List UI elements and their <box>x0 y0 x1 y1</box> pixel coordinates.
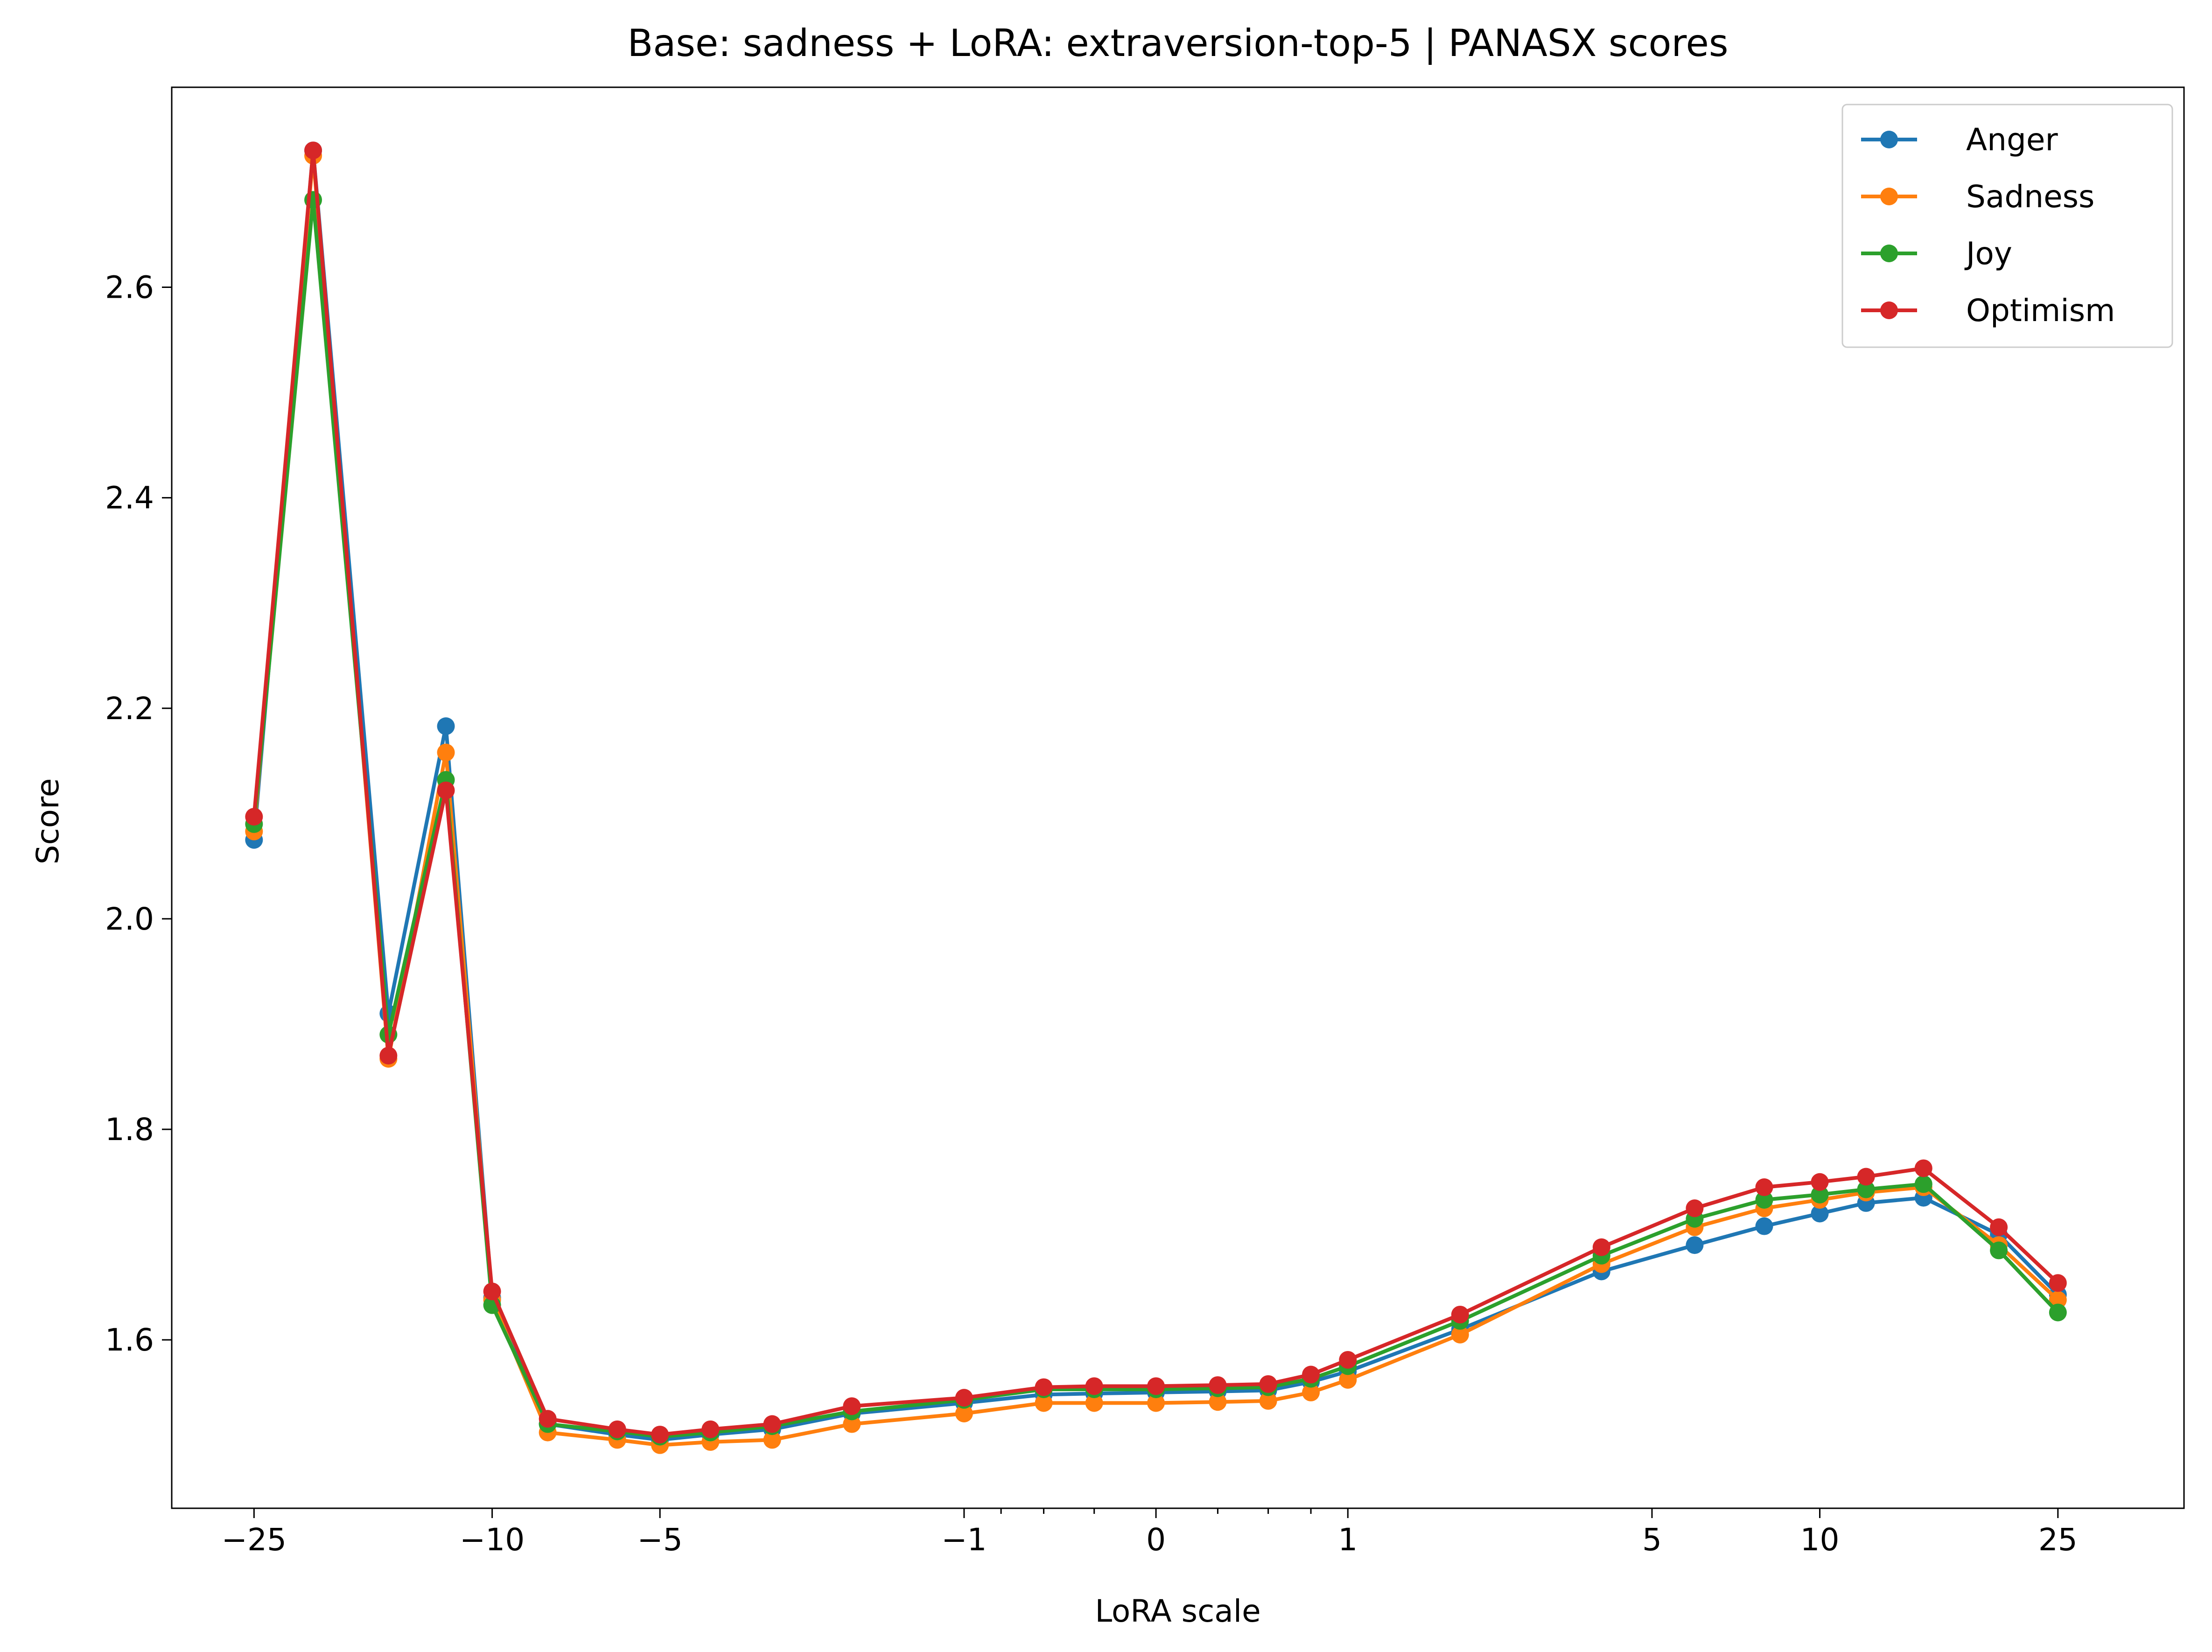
data-point-optimism <box>701 1420 720 1438</box>
data-point-optimism <box>245 808 263 826</box>
legend-label-optimism: Optimism <box>1966 293 2115 329</box>
data-point-sadness <box>1259 1392 1277 1410</box>
x-tick-label: 10 <box>1800 1522 1840 1558</box>
legend-label-joy: Joy <box>1964 236 2012 272</box>
data-point-anger <box>1755 1217 1773 1235</box>
series-line-optimism <box>252 148 2059 1437</box>
data-point-sadness <box>1451 1325 1469 1344</box>
data-point-sadness <box>1339 1371 1357 1389</box>
series-layer <box>245 141 2067 1454</box>
legend-marker-sadness <box>1880 188 1898 205</box>
data-point-sadness <box>1085 1394 1103 1412</box>
data-point-sadness <box>763 1431 781 1449</box>
data-point-optimism <box>1592 1238 1610 1256</box>
x-tick-label: 1 <box>1338 1522 1358 1558</box>
data-point-joy <box>1755 1191 1773 1209</box>
data-point-anger <box>1686 1236 1704 1254</box>
y-tick-label: 1.8 <box>105 1112 154 1148</box>
legend-item-sadness: Sadness <box>1861 179 2094 215</box>
y-tick-label: 2.6 <box>105 270 154 306</box>
data-point-joy <box>1857 1180 1875 1198</box>
x-tick-label: 5 <box>1642 1522 1662 1558</box>
data-point-optimism <box>1259 1375 1277 1393</box>
data-point-optimism <box>1914 1159 1932 1177</box>
chart-title: Base: sadness + LoRA: extraversion-top-5… <box>627 21 1728 65</box>
legend-item-anger: Anger <box>1861 122 2058 158</box>
data-point-optimism <box>1686 1199 1704 1218</box>
y-tick-label: 2.2 <box>105 691 154 727</box>
data-point-optimism <box>1857 1168 1875 1186</box>
y-tick-label: 2.0 <box>105 901 154 937</box>
legend-marker-joy <box>1880 245 1898 262</box>
data-point-optimism <box>651 1426 669 1444</box>
plot-area-frame <box>171 86 2185 1509</box>
data-point-sadness <box>2049 1291 2067 1309</box>
x-tick-label: 25 <box>2038 1522 2078 1558</box>
data-point-optimism <box>955 1389 973 1407</box>
legend-box <box>1841 104 2173 348</box>
legend-label-sadness: Sadness <box>1966 179 2094 215</box>
data-point-optimism <box>1755 1178 1773 1197</box>
data-point-optimism <box>1209 1376 1227 1394</box>
data-point-sadness <box>1302 1383 1320 1401</box>
data-point-optimism <box>843 1397 861 1415</box>
legend-label-anger: Anger <box>1966 122 2058 158</box>
data-point-sadness <box>1209 1393 1227 1411</box>
data-point-optimism <box>539 1410 557 1428</box>
data-point-optimism <box>1990 1218 2008 1236</box>
legend-item-joy: Joy <box>1861 236 2012 272</box>
y-axis-label: Score <box>30 778 66 865</box>
x-tick-label: −1 <box>941 1522 987 1558</box>
data-point-optimism <box>1302 1365 1320 1384</box>
data-point-optimism <box>608 1420 626 1438</box>
data-point-optimism <box>1811 1173 1829 1191</box>
data-point-anger <box>437 717 455 735</box>
legend-marker-optimism <box>1880 301 1898 319</box>
data-point-optimism <box>1035 1378 1053 1396</box>
data-point-optimism <box>437 781 455 799</box>
data-point-joy <box>2049 1303 2067 1322</box>
x-tick-label: 0 <box>1146 1522 1166 1558</box>
x-axis-label: LoRA scale <box>1095 1593 1260 1629</box>
data-point-joy <box>1990 1241 2008 1260</box>
data-point-joy <box>1811 1185 1829 1204</box>
data-point-optimism <box>483 1282 501 1301</box>
data-point-optimism <box>1147 1377 1165 1395</box>
x-tick-label: −10 <box>460 1522 525 1558</box>
y-axis: 1.6 1.8 2.0 2.2 2.4 2.6 <box>105 270 172 1358</box>
data-point-optimism <box>379 1047 398 1065</box>
x-tick-label: −25 <box>222 1522 287 1558</box>
series-line-joy <box>252 198 2059 1439</box>
data-point-optimism <box>1451 1305 1469 1323</box>
data-point-sadness <box>437 743 455 762</box>
x-tick-label: −5 <box>637 1522 683 1558</box>
data-point-sadness <box>955 1405 973 1422</box>
x-axis: −25 −10 −5 −1 0 1 5 10 25 <box>222 1508 2078 1558</box>
data-point-anger <box>1811 1204 1829 1223</box>
data-point-sadness <box>1035 1394 1053 1412</box>
legend-marker-anger <box>1880 131 1898 148</box>
data-point-sadness <box>843 1415 861 1433</box>
data-point-sadness <box>1147 1394 1165 1412</box>
data-point-optimism <box>1085 1377 1103 1395</box>
data-point-optimism <box>1339 1351 1357 1369</box>
legend: Anger Sadness Joy Optimism <box>1841 104 2173 348</box>
legend-item-optimism: Optimism <box>1861 293 2115 329</box>
y-tick-label: 1.6 <box>105 1322 154 1358</box>
data-point-optimism <box>763 1415 781 1433</box>
data-point-optimism <box>304 141 322 160</box>
data-point-optimism <box>2049 1274 2067 1292</box>
data-point-joy <box>1914 1175 1932 1193</box>
y-tick-label: 2.4 <box>105 480 154 516</box>
series-optimism <box>245 141 2067 1444</box>
